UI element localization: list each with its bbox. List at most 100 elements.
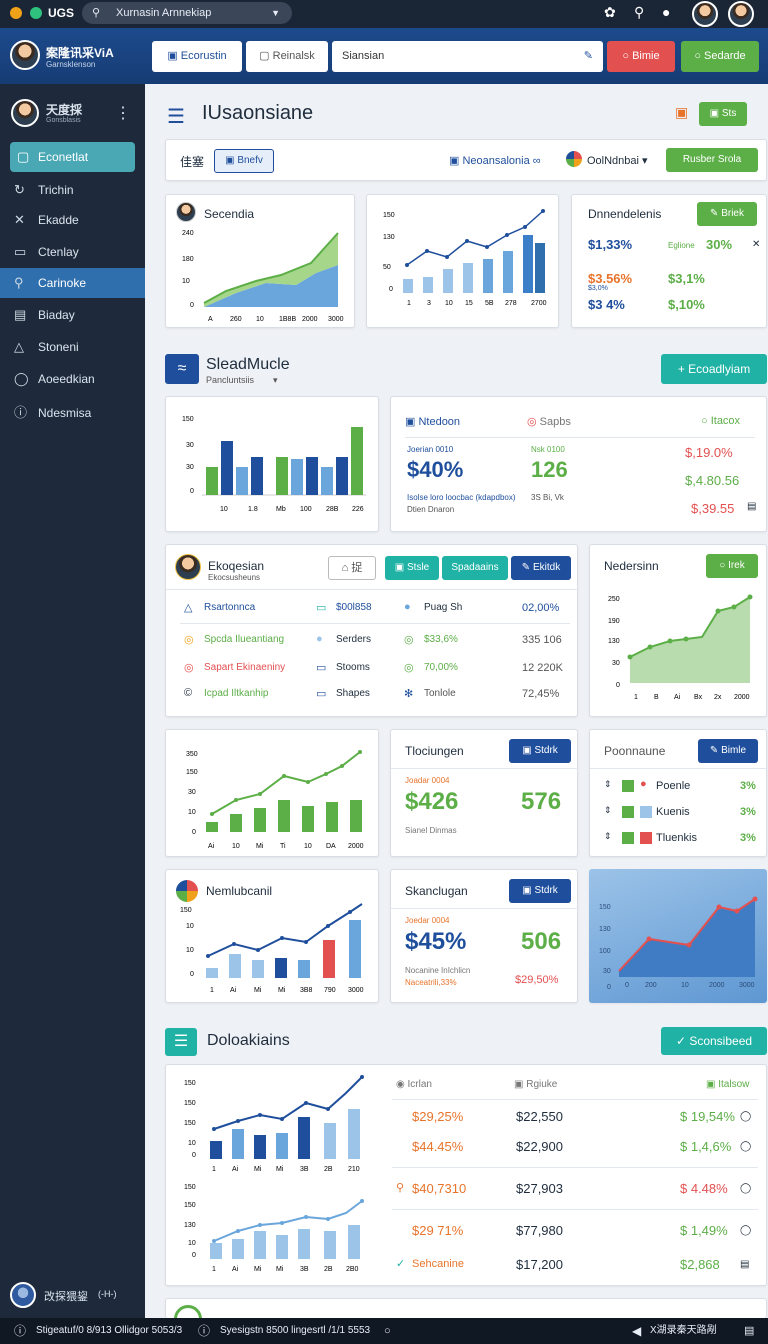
toggle-icon[interactable]: ◯ <box>740 1225 752 1236</box>
y-tick: 0 <box>192 1152 196 1159</box>
dnnendelenis-title: Dnnendelenis <box>588 207 662 221</box>
bar <box>348 1225 360 1259</box>
y-tick: 190 <box>608 618 620 625</box>
more-dots-icon[interactable]: ⋮ <box>115 105 131 122</box>
y-tick: 10 <box>188 1140 196 1147</box>
chevron-down-icon[interactable]: ▾ <box>273 375 278 385</box>
point <box>304 940 308 944</box>
y-tick: 150 <box>184 1120 196 1127</box>
x-tick: 1 <box>407 300 411 307</box>
card-icon: ▭ <box>316 602 327 614</box>
bar <box>349 920 361 978</box>
list-item[interactable]: © Icpad Iltkanhip ▭ Shapes ✻ Tonlole 72,… <box>166 679 579 707</box>
sidebar-item-ndesmisa[interactable]: ⓘ Ndesmisa <box>0 398 145 428</box>
bar <box>298 1229 310 1259</box>
bnefv-button[interactable]: ▣ Bnefv <box>214 149 274 173</box>
back-icon[interactable]: ◀ <box>632 1324 642 1338</box>
toggle-icon[interactable]: ◯ <box>740 1111 752 1122</box>
header-search-input[interactable]: Siansian ✎ <box>332 41 603 72</box>
list-item[interactable]: ◎ Spcda Ilueantiang ● Serders ◎ $33,6% 3… <box>166 625 579 653</box>
second-avatar[interactable] <box>728 1 754 27</box>
menu-icon[interactable]: ▤ <box>740 1259 750 1270</box>
point <box>667 638 673 644</box>
global-search-input[interactable]: ⚲ Xurnasin Arnnekiap ▼ <box>82 2 292 24</box>
location-icon[interactable]: ⚲ <box>634 4 645 20</box>
status-bar: ⓘ Stigeatuf/0 8/913 Ollidgor 5053/3 ⓘ Sy… <box>0 1318 768 1344</box>
spadaains-button[interactable]: Spadaains <box>442 556 508 580</box>
bimie-button[interactable]: ○ Bimie <box>607 41 675 72</box>
header-avatar[interactable] <box>10 40 40 70</box>
y-tick: 30 <box>188 789 196 796</box>
nemlubcanil-title: Nemlubcanil <box>206 884 273 898</box>
tab-ecorustin[interactable]: ▣ Ecorustin <box>152 41 242 72</box>
sidebar-item-aoeedkian[interactable]: ◯ Aoeedkian <box>0 364 145 394</box>
oolndnbai-select[interactable]: OolNdnbai ▾ <box>587 154 648 167</box>
circle-icon[interactable]: ○ <box>384 1325 391 1337</box>
sidebar-item-carinoke[interactable]: ⚲ Carinoke <box>0 268 145 298</box>
y-tick: 130 <box>599 926 611 933</box>
sidebar-item-stoneni[interactable]: △ Stoneni <box>0 332 145 362</box>
drag-handle-icon[interactable]: ⇕ <box>604 779 612 789</box>
rusber-srola-button[interactable]: Rusber Srola <box>666 148 758 172</box>
legend-item[interactable]: ⇕ ● Poenle 3% <box>590 776 768 798</box>
irek-button[interactable]: ○ Irek <box>706 554 758 578</box>
sidebar-item-ctenlay[interactable]: ▭ Ctenlay <box>0 237 145 267</box>
menu-icon[interactable]: ▤ <box>744 1325 755 1337</box>
drag-handle-icon[interactable]: ⇕ <box>604 831 612 841</box>
ecoadlyiam-button[interactable]: + Ecoadlyiam <box>661 354 767 384</box>
header-label: Rgiuke <box>526 1079 558 1090</box>
sidebar-bottom-avatar[interactable] <box>10 1282 36 1308</box>
toggle-icon[interactable]: ◯ <box>740 1141 752 1152</box>
table-row[interactable]: $44.45% $22,900 $ 1,4,6% ◯ <box>392 1133 758 1161</box>
table-row[interactable]: ⚲ $40,7310 $27,903 $ 4.48% ◯ <box>392 1175 758 1203</box>
hamburger-menu-icon[interactable]: ☰ <box>167 106 185 128</box>
sidebar-item-econetlat[interactable]: ▢ Econetlat <box>10 142 135 172</box>
close-icon[interactable]: ✕ <box>752 239 761 250</box>
bag-icon[interactable]: ▣ <box>675 104 689 120</box>
oolndnbai-label: OolNdnbai <box>587 155 639 167</box>
user-avatar[interactable] <box>692 1 718 27</box>
outline-button[interactable]: ⌂ 捉 <box>328 556 376 580</box>
sidebar-item-trichin[interactable]: ↻ Trichin <box>0 175 145 205</box>
stdrk-button[interactable]: ▣ Stdrk <box>509 739 571 763</box>
stdrk-button[interactable]: ▣ Stdrk <box>509 879 571 903</box>
ekitdk-button[interactable]: ✎ Ekitdk <box>511 556 571 580</box>
table-header-italsow[interactable]: ▣ Italsow <box>706 1079 749 1090</box>
legend-item[interactable]: ⇕ Tluenkis 3% <box>590 828 768 850</box>
sts-button[interactable]: ▣ Sts <box>699 102 747 126</box>
table-row[interactable]: $29 71% $77,980 $ 1,49% ◯ <box>392 1217 758 1245</box>
stsle-button[interactable]: ▣ Stsle <box>385 556 439 580</box>
table-header-icrlan[interactable]: ◉ Icrlan <box>396 1079 432 1090</box>
table-header-rgiuke[interactable]: ▣ Rgiuke <box>514 1079 557 1090</box>
sidebar-item-ekadde[interactable]: ✕ Ekadde <box>0 205 145 235</box>
briek-button[interactable]: ✎ Briek <box>697 202 757 226</box>
point <box>234 798 238 802</box>
activity-icon: ≈ <box>165 354 199 384</box>
sidebar-item-label: Aoeedkian <box>38 372 95 386</box>
table-card-doloakiains: 150 150 150 10 0 1 Ai Mi Mi 3B 2B 210 15… <box>165 1064 767 1286</box>
point <box>256 948 260 952</box>
sconsibeed-button[interactable]: ✓ Sconsibeed <box>661 1027 767 1055</box>
legend-item[interactable]: ⇕ Kuenis 3% <box>590 802 768 824</box>
bimle-button[interactable]: ✎ Bimle <box>698 739 758 763</box>
chevron-down-icon[interactable]: ▼ <box>271 8 280 18</box>
bar <box>351 427 363 495</box>
y-tick: 0 <box>192 829 196 836</box>
sedarde-button[interactable]: ○ Sedarde <box>681 41 759 72</box>
chat-icon[interactable]: ● <box>662 4 671 20</box>
drag-handle-icon[interactable]: ⇕ <box>604 805 612 815</box>
neoansalonia-link[interactable]: ▣ Neoansalonia ∞ <box>449 154 541 167</box>
toggle-icon[interactable]: ◯ <box>740 1183 752 1194</box>
table-row[interactable]: $29,25% $22,550 $ 19,54% ◯ <box>392 1103 758 1131</box>
list-item[interactable]: ◎ Sapart Ekinaeniny ▭ Stooms ◎ 70,00% 12… <box>166 653 579 681</box>
table-row[interactable]: ✓ Sehcanine $17,200 $2,868 ▤ <box>392 1251 758 1279</box>
menu-icon[interactable]: ▤ <box>747 501 757 512</box>
sidebar-item-biaday[interactable]: ▤ Biaday <box>0 300 145 330</box>
puzzle-icon[interactable]: ✿ <box>604 4 616 20</box>
sidebar-avatar[interactable] <box>11 99 39 127</box>
sidebar-item-label: Biaday <box>38 308 75 322</box>
list-item[interactable]: △ Rsartonnca ▭ $00l858 ● Puag Sh 02,00% <box>166 593 579 621</box>
pencil-icon[interactable]: ✎ <box>583 50 593 62</box>
tab-reinalsk[interactable]: ▢ Reinalsk <box>246 41 328 72</box>
ntedoon-header: ▣ Ntedoon <box>405 415 460 428</box>
